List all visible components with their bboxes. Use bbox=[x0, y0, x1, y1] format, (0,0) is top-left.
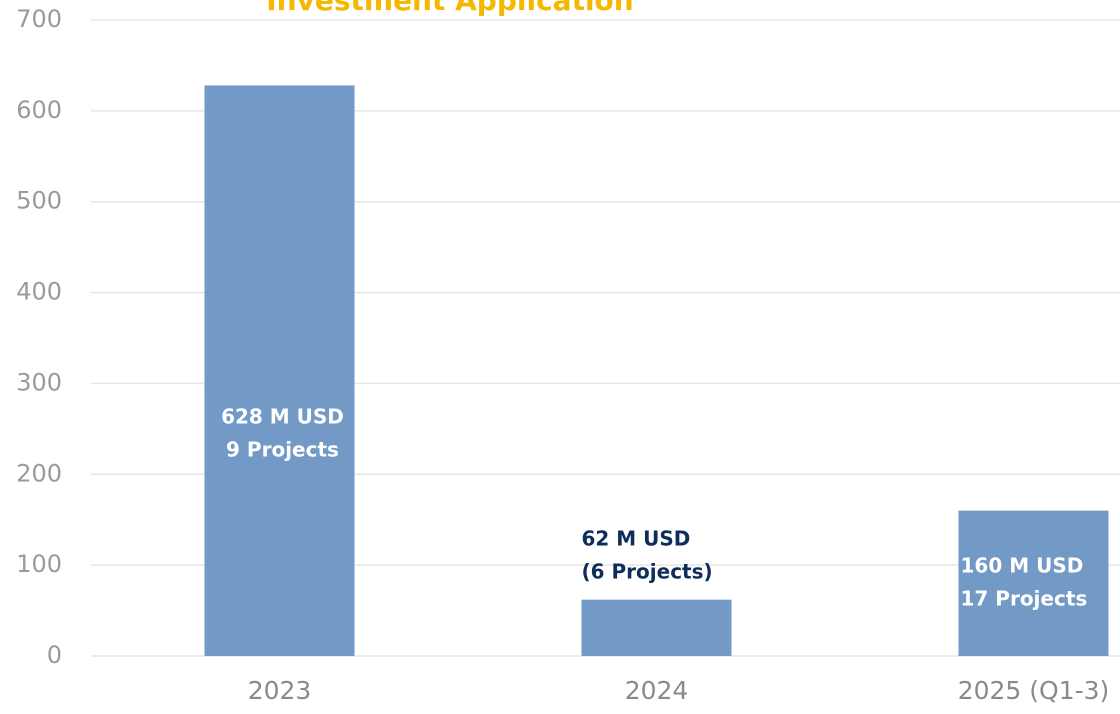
y-tick-label: 0 bbox=[47, 641, 62, 669]
y-tick-label: 200 bbox=[16, 459, 62, 487]
y-tick-label: 600 bbox=[16, 96, 62, 124]
value-label: 17 Projects bbox=[961, 587, 1088, 611]
y-tick-label: 700 bbox=[16, 5, 62, 33]
value-label: 628 M USD bbox=[221, 405, 344, 429]
x-tick-label: 2024 bbox=[625, 676, 689, 705]
value-label: 9 Projects bbox=[226, 438, 339, 462]
value-label: 160 M USD bbox=[961, 554, 1084, 578]
chart-title: Investment Application bbox=[266, 0, 633, 17]
x-tick-label: 2025 (Q1-3) bbox=[958, 676, 1110, 705]
y-tick-label: 100 bbox=[16, 550, 62, 578]
bar bbox=[958, 510, 1109, 656]
x-tick-label: 2023 bbox=[248, 676, 312, 705]
y-tick-label: 300 bbox=[16, 368, 62, 396]
y-tick-label: 400 bbox=[16, 278, 62, 306]
value-label: 62 M USD bbox=[582, 527, 691, 551]
bar bbox=[581, 599, 732, 656]
bar bbox=[204, 85, 355, 657]
value-label: (6 Projects) bbox=[582, 560, 713, 584]
y-tick-label: 500 bbox=[16, 187, 62, 215]
